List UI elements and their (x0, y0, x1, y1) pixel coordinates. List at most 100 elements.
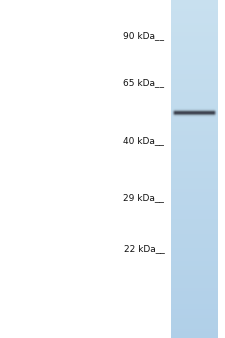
Bar (171, 280, 218, 282)
Bar (171, 41, 218, 43)
Bar (171, 11, 218, 14)
Bar (171, 61, 218, 63)
Bar (171, 90, 218, 92)
Bar (171, 140, 218, 142)
Bar (171, 65, 218, 68)
Bar (171, 232, 218, 234)
Bar (171, 237, 218, 239)
Text: 40 kDa__: 40 kDa__ (123, 136, 164, 145)
Bar (171, 115, 218, 117)
Bar (171, 183, 218, 185)
Bar (171, 126, 218, 128)
Bar (171, 138, 218, 140)
Bar (171, 293, 218, 295)
Bar (171, 187, 218, 189)
Bar (171, 128, 218, 131)
Bar (171, 45, 218, 47)
Bar (171, 212, 218, 214)
Bar (171, 259, 218, 261)
Bar (171, 106, 218, 108)
Bar (171, 273, 218, 275)
Text: 65 kDa__: 65 kDa__ (123, 78, 164, 87)
Bar (171, 43, 218, 45)
Bar (171, 192, 218, 194)
Bar (171, 327, 218, 329)
Bar (171, 97, 218, 99)
Bar (171, 311, 218, 313)
Bar (171, 214, 218, 216)
Bar (171, 205, 218, 207)
Bar (171, 302, 218, 304)
Bar (171, 158, 218, 160)
Bar (171, 144, 218, 146)
Bar (171, 230, 218, 232)
Bar (171, 23, 218, 25)
Bar (171, 131, 218, 133)
Bar (171, 165, 218, 167)
Bar (171, 309, 218, 311)
Bar (171, 241, 218, 243)
Bar (171, 95, 218, 97)
Bar (171, 304, 218, 307)
Bar (171, 72, 218, 74)
Bar (171, 83, 218, 86)
Bar (171, 291, 218, 293)
Bar (171, 117, 218, 119)
Bar (171, 122, 218, 124)
Bar (171, 149, 218, 151)
Bar (171, 151, 218, 153)
Text: 29 kDa__: 29 kDa__ (123, 193, 164, 202)
Bar (171, 307, 218, 309)
Bar (171, 225, 218, 227)
Bar (171, 324, 218, 327)
Bar (171, 313, 218, 315)
Text: 90 kDa__: 90 kDa__ (123, 31, 164, 40)
Bar (171, 210, 218, 212)
Bar (171, 153, 218, 155)
Bar (171, 111, 218, 113)
Bar (171, 261, 218, 264)
Bar (171, 74, 218, 77)
Bar (171, 171, 218, 173)
Bar (171, 9, 218, 11)
Bar (171, 124, 218, 126)
Bar (171, 27, 218, 29)
Bar (171, 334, 218, 336)
Bar (171, 7, 218, 9)
Bar (171, 146, 218, 149)
Bar (171, 176, 218, 178)
Bar (171, 288, 218, 291)
Bar (171, 68, 218, 70)
Bar (171, 219, 218, 221)
Text: 22 kDa__: 22 kDa__ (124, 244, 164, 253)
Bar (171, 239, 218, 241)
Bar (171, 180, 218, 183)
Bar (171, 331, 218, 334)
Bar (171, 300, 218, 302)
Bar (171, 2, 218, 4)
Bar (171, 92, 218, 95)
Bar (171, 336, 218, 338)
Bar (171, 252, 218, 255)
Bar (171, 295, 218, 297)
Bar (171, 178, 218, 180)
Bar (171, 268, 218, 270)
Bar (171, 36, 218, 38)
Bar (171, 185, 218, 187)
Bar (171, 77, 218, 79)
Bar (171, 275, 218, 277)
Bar (171, 189, 218, 192)
Bar (171, 246, 218, 248)
Bar (171, 320, 218, 322)
Bar (171, 297, 218, 300)
Bar (171, 198, 218, 200)
Bar (171, 243, 218, 246)
Bar (171, 0, 218, 2)
Bar (171, 216, 218, 219)
Bar (171, 286, 218, 288)
Bar (171, 52, 218, 54)
Bar (171, 200, 218, 203)
Bar (171, 169, 218, 171)
Bar (171, 31, 218, 34)
Bar (171, 47, 218, 50)
